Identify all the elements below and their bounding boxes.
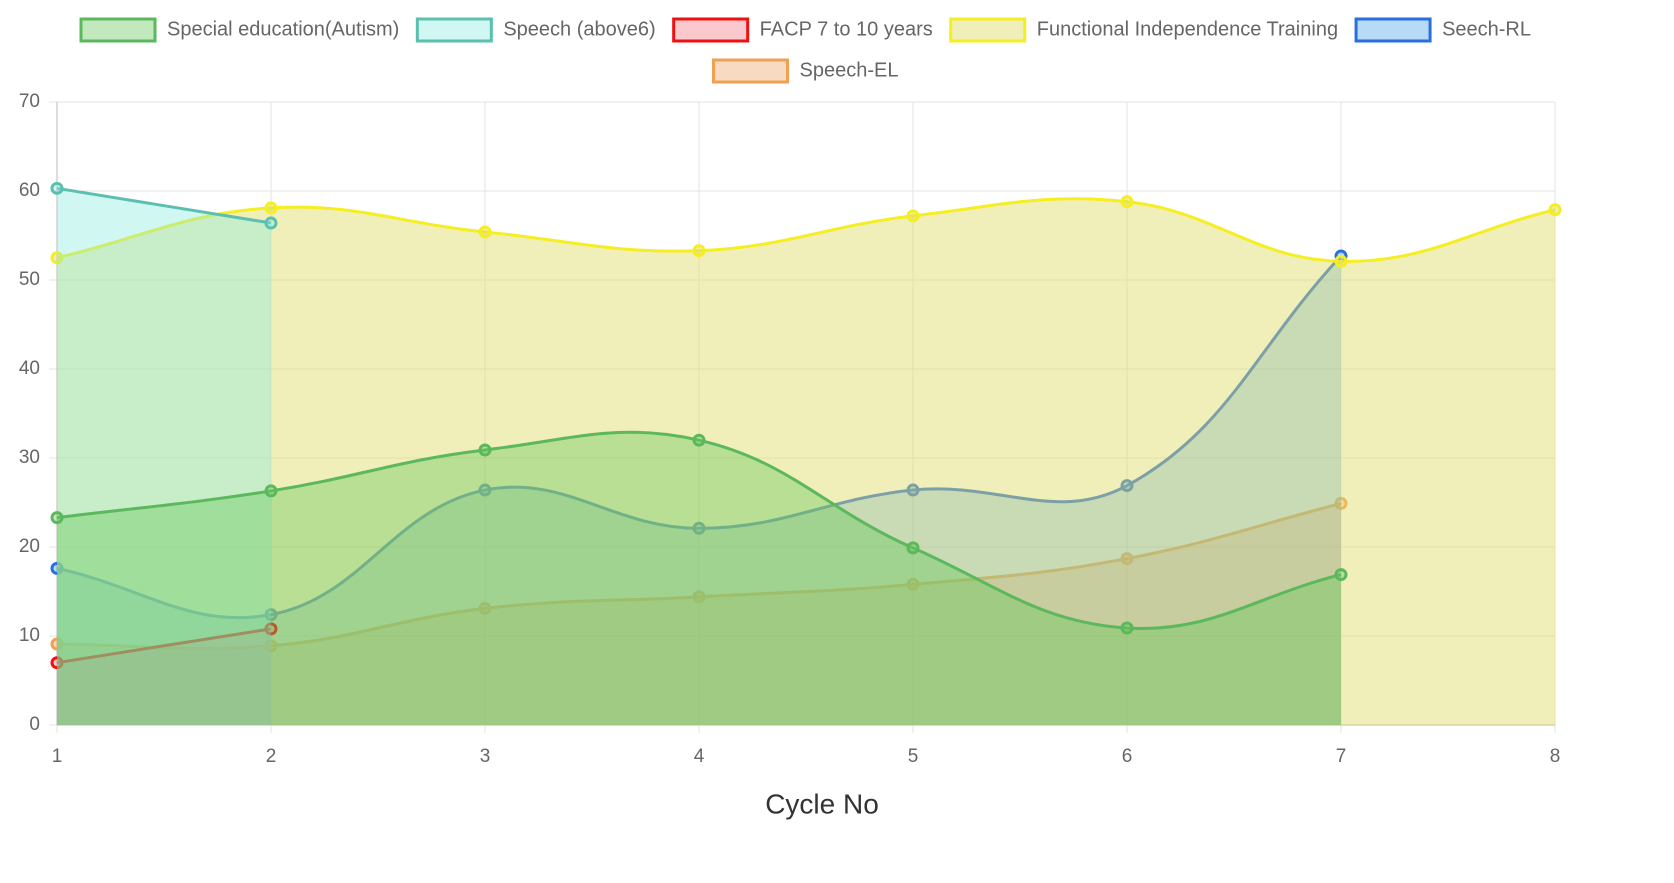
point bbox=[50, 251, 64, 265]
area bbox=[57, 198, 1555, 725]
point bbox=[692, 521, 706, 535]
point bbox=[1120, 195, 1134, 209]
legend-item: Seech-RL bbox=[1354, 17, 1531, 43]
point bbox=[1334, 496, 1348, 510]
point bbox=[692, 433, 706, 447]
legend-label: Functional Independence Training bbox=[1037, 18, 1338, 40]
y-tick-label: 0 bbox=[29, 714, 40, 735]
legend-item: Speech-EL bbox=[712, 58, 899, 84]
legend-item: Functional Independence Training bbox=[949, 17, 1338, 43]
y-tick-label: 30 bbox=[19, 447, 40, 468]
line bbox=[56, 186, 272, 225]
legend-label: Speech (above6) bbox=[503, 18, 655, 40]
point bbox=[264, 201, 278, 215]
point bbox=[692, 244, 706, 258]
x-tick-label: 3 bbox=[480, 746, 491, 767]
legend-swatch bbox=[79, 17, 157, 43]
y-tick-label: 10 bbox=[19, 625, 40, 646]
x-tick-label: 1 bbox=[52, 746, 63, 767]
area bbox=[57, 432, 1341, 725]
line bbox=[56, 627, 272, 665]
point bbox=[264, 622, 278, 636]
legend-swatch bbox=[415, 17, 493, 43]
legend-label: FACP 7 to 10 years bbox=[760, 18, 933, 40]
point bbox=[1120, 479, 1134, 493]
x-axis-title: Cycle No bbox=[765, 788, 879, 819]
y-tick-label: 70 bbox=[19, 91, 40, 112]
legend-label: Speech-EL bbox=[800, 59, 899, 81]
area bbox=[57, 255, 1341, 725]
legend-swatch bbox=[1354, 17, 1432, 43]
legend-swatch bbox=[672, 17, 750, 43]
point bbox=[478, 225, 492, 239]
y-tick-label: 20 bbox=[19, 536, 40, 557]
point bbox=[478, 601, 492, 615]
x-tick-label: 5 bbox=[908, 746, 919, 767]
legend-item: FACP 7 to 10 years bbox=[672, 17, 933, 43]
y-tick-label: 50 bbox=[19, 269, 40, 290]
area bbox=[57, 188, 271, 725]
point bbox=[906, 209, 920, 223]
line bbox=[56, 430, 1342, 630]
legend-swatch bbox=[712, 58, 790, 84]
point bbox=[1120, 552, 1134, 566]
point bbox=[264, 216, 278, 230]
area bbox=[57, 503, 1341, 725]
point bbox=[50, 181, 64, 195]
y-tick-label: 60 bbox=[19, 180, 40, 201]
point bbox=[1548, 203, 1562, 217]
point bbox=[1120, 621, 1134, 635]
line bbox=[56, 197, 1556, 263]
point bbox=[692, 590, 706, 604]
point bbox=[1334, 254, 1348, 268]
point bbox=[50, 656, 64, 670]
area bbox=[57, 628, 271, 725]
legend-label: Seech-RL bbox=[1442, 18, 1531, 40]
x-tick-label: 8 bbox=[1550, 746, 1561, 767]
point bbox=[906, 483, 920, 497]
point bbox=[50, 511, 64, 525]
point bbox=[264, 484, 278, 498]
x-tick-label: 6 bbox=[1122, 746, 1133, 767]
y-tick-label: 40 bbox=[19, 358, 40, 379]
legend-label: Special education(Autism) bbox=[167, 18, 399, 40]
point bbox=[478, 483, 492, 497]
line bbox=[56, 501, 1342, 651]
x-tick-label: 4 bbox=[694, 746, 705, 767]
x-tick-label: 2 bbox=[266, 746, 277, 767]
point bbox=[264, 608, 278, 622]
point bbox=[50, 637, 64, 651]
legend-item: Speech (above6) bbox=[415, 17, 656, 43]
legend-item: Special education(Autism) bbox=[79, 17, 399, 43]
point bbox=[906, 541, 920, 555]
point bbox=[906, 577, 920, 591]
point bbox=[50, 561, 64, 575]
point bbox=[264, 639, 278, 653]
point bbox=[1334, 568, 1348, 582]
point bbox=[478, 443, 492, 457]
line bbox=[56, 254, 1343, 620]
x-tick-label: 7 bbox=[1336, 746, 1347, 767]
legend-swatch bbox=[949, 17, 1027, 43]
